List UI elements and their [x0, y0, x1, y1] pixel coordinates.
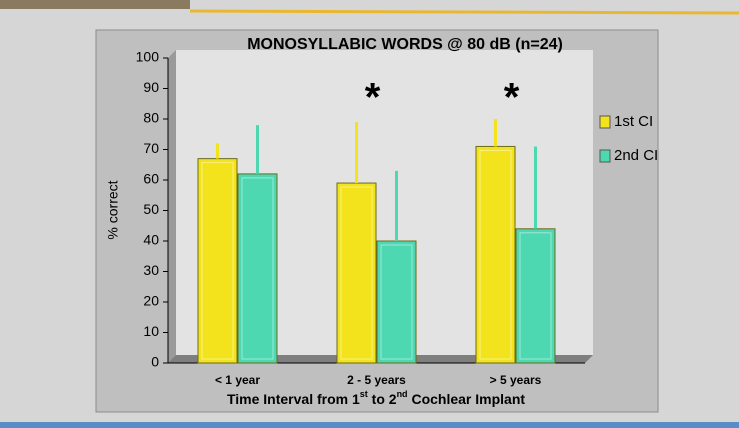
bar [198, 159, 237, 363]
x-tick-label: > 5 years [490, 373, 542, 387]
y-tick-label: 20 [143, 293, 159, 309]
x-tick-label: < 1 year [215, 373, 260, 387]
y-tick-label: 60 [143, 171, 159, 187]
bar [516, 229, 555, 363]
x-axis-label-part: st [360, 389, 368, 399]
chart: MONOSYLLABIC WORDS @ 80 dB (n=24) % corr… [0, 0, 739, 428]
significance-marker: * [504, 76, 520, 120]
y-tick-label: 40 [143, 232, 159, 248]
legend-swatch [600, 116, 610, 128]
header-image [0, 0, 190, 9]
bar [377, 241, 416, 363]
y-axis-label: % correct [105, 180, 121, 239]
x-tick-label: 2 - 5 years [347, 373, 406, 387]
page: MONOSYLLABIC WORDS @ 80 dB (n=24) % corr… [0, 0, 739, 428]
y-tick-label: 30 [143, 262, 159, 278]
y-tick-label: 90 [143, 79, 159, 95]
y-tick-label: 100 [136, 49, 160, 65]
x-axis-label-part: Cochlear Implant [408, 391, 526, 407]
footer-strip [0, 422, 739, 428]
legend-label: 2nd CI [614, 147, 658, 164]
legend-swatch [600, 150, 610, 162]
chart-title: MONOSYLLABIC WORDS @ 80 dB (n=24) [247, 36, 563, 53]
x-axis-label-part: to 2 [368, 391, 397, 407]
bar [238, 174, 277, 363]
significance-marker: * [365, 76, 381, 120]
y-tick-label: 10 [143, 323, 159, 339]
y-tick-label: 80 [143, 110, 159, 126]
y-tick-label: 50 [143, 201, 159, 217]
y-tick-label: 70 [143, 140, 159, 156]
legend-label: 1st CI [614, 113, 653, 130]
header-rule [190, 11, 739, 13]
x-axis-label-part: nd [397, 389, 408, 399]
x-axis-label-part: Time Interval from 1 [227, 391, 360, 407]
y-tick-label: 0 [151, 354, 159, 370]
x-axis-label: Time Interval from 1st to 2nd Cochlear I… [227, 389, 525, 406]
bar [337, 183, 376, 363]
bar [476, 146, 515, 363]
